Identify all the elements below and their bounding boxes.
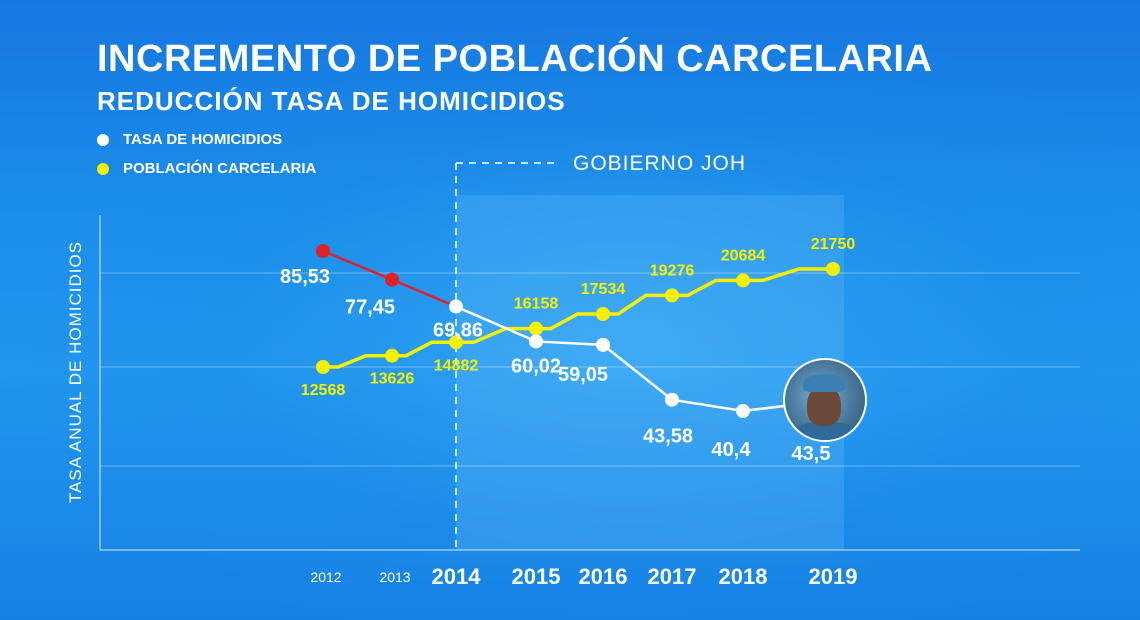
- data-point-homicides: [596, 337, 610, 352]
- data-label-prison-population: 19276: [650, 262, 695, 279]
- data-point-prison-population: [826, 262, 840, 276]
- data-point-homicides: [665, 392, 679, 407]
- data-point-homicides: [316, 244, 330, 258]
- data-label-homicides: 69,86: [433, 320, 483, 342]
- data-label-homicides: 40,4: [712, 439, 752, 461]
- data-label-prison-population: 14882: [434, 357, 479, 374]
- series-line-homicides-after: [455, 305, 834, 413]
- data-label-prison-population: 20684: [721, 247, 766, 264]
- data-point-prison-population: [665, 288, 679, 303]
- data-point-homicides: [529, 334, 543, 349]
- data-label-homicides: 43,58: [643, 426, 693, 448]
- government-period-panel: [456, 195, 844, 550]
- government-label: GOBIERNO JOH: [573, 152, 747, 175]
- legend-dot-icon: [97, 162, 109, 175]
- chart-subtitle: REDUCCIÓN TASA DE HOMICIDIOS: [97, 86, 566, 116]
- legend-item-prison-population: POBLACIÓN CARCELARIA: [97, 160, 316, 177]
- x-tick-label: 2017: [648, 564, 697, 589]
- x-tick-label: 2016: [579, 564, 628, 589]
- data-label-prison-population: 13626: [370, 371, 415, 388]
- data-label-prison-population: 12568: [301, 382, 346, 399]
- x-tick-label: 2012: [310, 569, 341, 585]
- data-label-prison-population: 17534: [581, 281, 626, 298]
- data-label-prison-population: 21750: [811, 236, 856, 253]
- x-tick-label: 2014: [432, 564, 482, 589]
- legend-label: POBLACIÓN CARCELARIA: [123, 160, 317, 177]
- data-point-prison-population: [529, 321, 543, 336]
- series-line-prison-population: [323, 267, 833, 369]
- x-tick-label: 2015: [512, 564, 561, 589]
- data-label-homicides: 60,02: [511, 355, 561, 377]
- data-point-prison-population: [385, 348, 399, 363]
- x-tick-label: 2018: [719, 564, 768, 589]
- data-point-homicides: [449, 299, 463, 314]
- data-point-homicides: [385, 272, 399, 287]
- data-point-prison-population: [736, 273, 750, 288]
- x-tick-label: 2013: [379, 569, 410, 585]
- data-label-homicides: 77,45: [345, 297, 395, 319]
- data-point-prison-population: [596, 306, 610, 321]
- data-label-homicides: 43,5: [792, 443, 831, 465]
- data-label-prison-population: 16158: [514, 296, 559, 313]
- data-point-prison-population: [449, 335, 463, 350]
- x-tick-label: 2019: [809, 564, 858, 589]
- legend-label: TASA DE HOMICIDIOS: [123, 131, 283, 148]
- data-point-homicides: [736, 404, 750, 418]
- data-label-homicides: 85,53: [280, 266, 330, 288]
- police-officer-photo-icon: [783, 358, 867, 442]
- legend-item-homicides: TASA DE HOMICIDIOS: [97, 131, 282, 148]
- data-label-homicides: 59,05: [558, 364, 608, 386]
- data-point-prison-population: [316, 360, 330, 374]
- legend-dot-icon: [97, 133, 109, 146]
- chart-title: INCREMENTO DE POBLACIÓN CARCELARIA: [97, 38, 933, 80]
